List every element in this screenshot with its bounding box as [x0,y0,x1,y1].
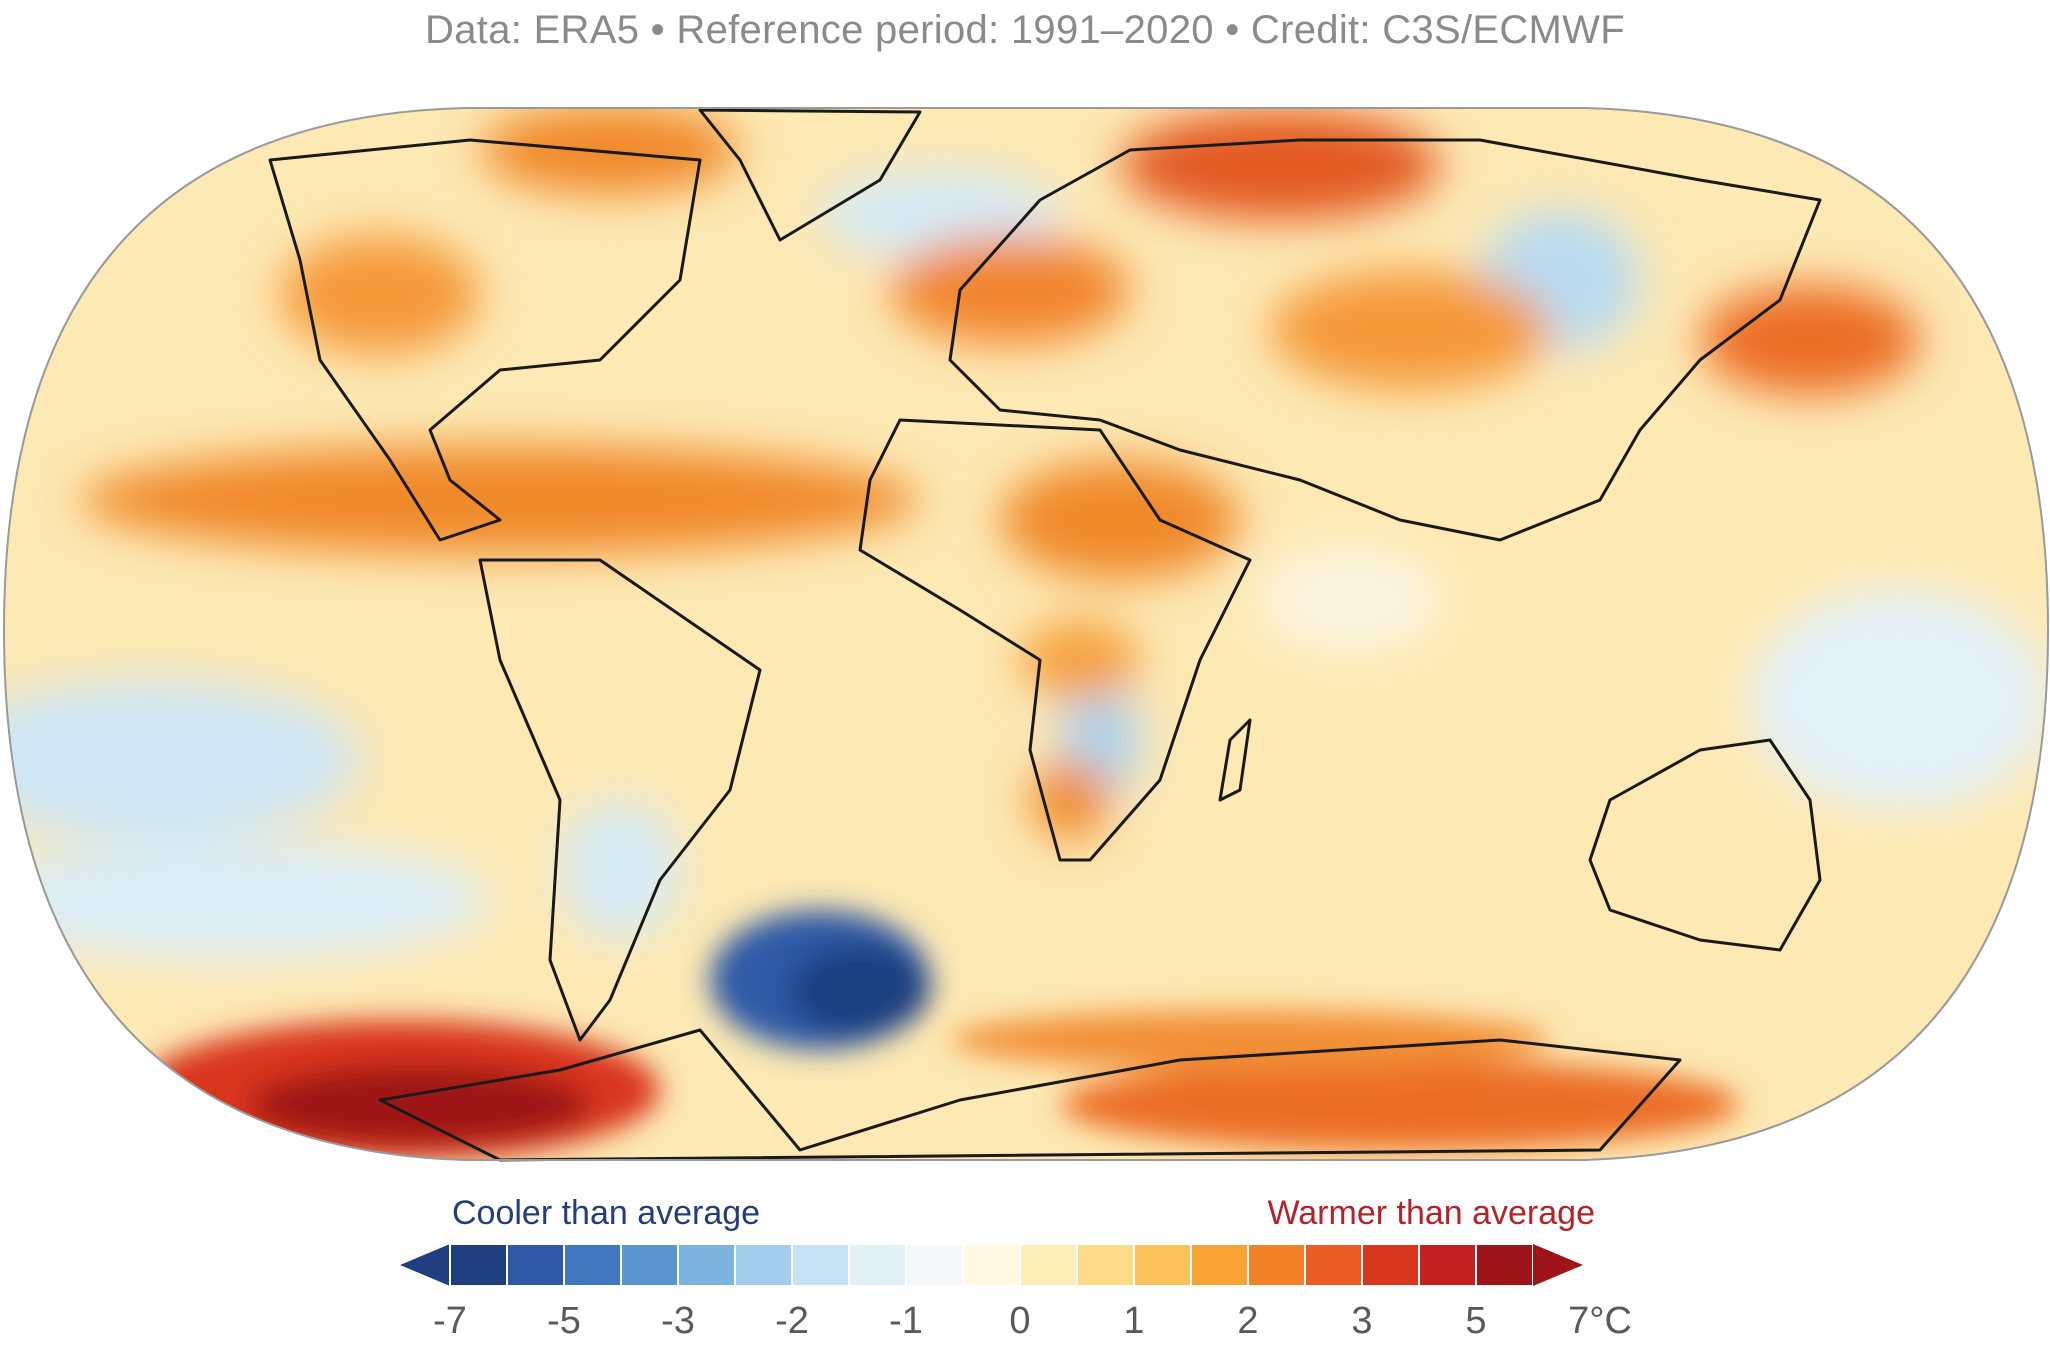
scale-swatch [791,1243,850,1287]
scale-tick-label: -5 [547,1300,581,1342]
scale-arrow-warm [1533,1244,1583,1286]
scale-tick-label: -7 [433,1300,467,1342]
scale-tick-label: 0 [1009,1300,1031,1342]
north-america-outline [268,138,702,542]
eurasia-outline [948,138,1822,542]
scale-tick-label: -1 [889,1300,923,1342]
cooler-label: Cooler than average [452,1194,761,1232]
scale-tick-label: 3 [1351,1300,1373,1342]
scale-tick-label: 5 [1465,1300,1487,1342]
scale-tick-label: -2 [775,1300,809,1342]
scale-swatch [1190,1243,1249,1287]
anomaly-field [4,108,2048,1160]
scale-swatch [1475,1243,1534,1287]
scale-tick-label: -3 [661,1300,695,1342]
scale-swatch [1019,1243,1078,1287]
continent-outlines [268,108,1822,1162]
antarctica-outline [378,1028,1682,1162]
scale-swatch [1133,1243,1192,1287]
south-america-outline [478,558,762,1042]
scale-swatch [734,1243,793,1287]
scale-swatch [1304,1243,1363,1287]
madagascar-outline [1218,718,1252,802]
scale-swatch [848,1243,907,1287]
scale-arrow-cool [400,1244,450,1286]
scale-swatch [1361,1243,1420,1287]
scale-swatch [1247,1243,1306,1287]
scale-swatch [506,1243,565,1287]
africa-outline [858,418,1252,862]
scale-swatch [677,1243,736,1287]
australia-outline [1588,738,1822,952]
scale-swatch [620,1243,679,1287]
scale-swatch [962,1243,1021,1287]
scale-swatch [905,1243,964,1287]
scale-swatch [1418,1243,1477,1287]
scale-tick-label: 7°C [1568,1300,1632,1342]
globe-border [2,107,2050,1161]
map-credit: Data: ERA5 • Reference period: 1991–2020… [425,8,1625,52]
scale-swatch [563,1243,622,1287]
scale-swatch [449,1243,508,1287]
color-scale-bar [400,1243,1583,1287]
scale-tick-label: 2 [1237,1300,1259,1342]
greenland-outline [698,108,922,242]
temperature-anomaly-map [2,107,2050,1162]
scale-tick-label: 1 [1123,1300,1145,1342]
warmer-label: Warmer than average [1267,1194,1595,1232]
scale-swatch [1076,1243,1135,1287]
